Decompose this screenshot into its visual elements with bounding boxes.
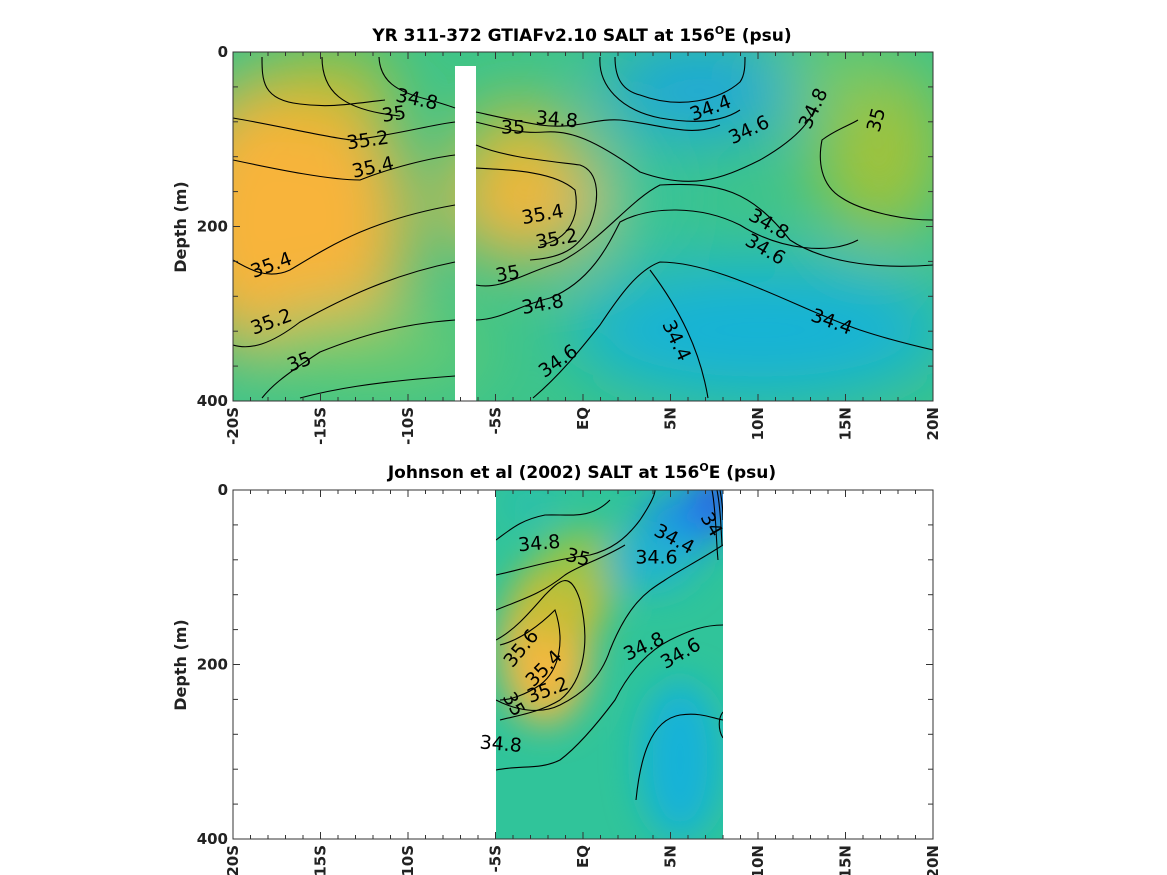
panel-1-y-axis-label: Depth (m) [171,181,190,273]
x-tick-label: EQ [574,845,592,868]
x-tick-label: -5S [487,407,505,434]
x-tick-label: 5N [662,845,680,868]
contour-label: 34.8 [535,107,579,133]
panel-2-title: Johnson et al (2002) SALT at 156OE (psu) [387,461,776,483]
y-tick-label: 0 [218,481,228,499]
x-tick-label: 5N [662,407,680,430]
x-tick-label: 15N [837,845,855,875]
x-tick-label: -10S [399,845,417,875]
y-tick-label: 400 [197,830,228,848]
contour-label: 35 [380,102,407,127]
panel-1-salinity-field [233,52,933,401]
panel-1-contours [233,56,933,399]
x-tick-label: 10N [749,845,767,875]
contour-label: 34.6 [635,547,677,569]
x-tick-label: 20N [924,407,942,440]
x-tick-label: -5S [487,845,505,872]
y-tick-label: 200 [197,218,228,236]
x-tick-label: -15S [312,845,330,875]
y-tick-label: 400 [197,392,228,410]
panel-2-axis-ticks: -20S -15S -10S -5S EQ 5N 10N 15N 20N 0 200 400 [197,481,942,875]
y-tick-label: 0 [218,43,228,61]
x-tick-label: -20S [224,407,242,445]
x-tick-label: 15N [837,407,855,440]
contour-label: 35 [501,116,525,138]
panel-2-y-axis-label: Depth (m) [171,619,190,711]
x-tick-label: -20S [224,845,242,875]
x-tick-label: -10S [399,407,417,445]
x-tick-label: -15S [312,407,330,445]
x-tick-label: 20N [924,845,942,875]
x-tick-label: EQ [574,407,592,430]
y-tick-label: 200 [197,656,228,674]
panel-1-axis-ticks: -20S -15S -10S -5S EQ 5N 10N 15N 20N 0 200 400 [197,43,942,445]
panel-2: Johnson et al (2002) SALT at 156OE (psu) [171,461,942,875]
panel-1: YR 311-372 GTIAFv2.10 SALT at 156OE (psu… [171,24,942,445]
x-tick-label: 10N [749,407,767,440]
contour-label: 34.8 [479,731,523,757]
contour-label: 35 [494,261,522,287]
contour-label: 34.8 [517,531,561,557]
panel-2-salinity-field [496,490,723,839]
panel-2-contours [496,490,723,801]
panel-1-title: YR 311-372 GTIAFv2.10 SALT at 156OE (psu… [371,24,791,46]
panel-1-data-gap [455,66,476,401]
